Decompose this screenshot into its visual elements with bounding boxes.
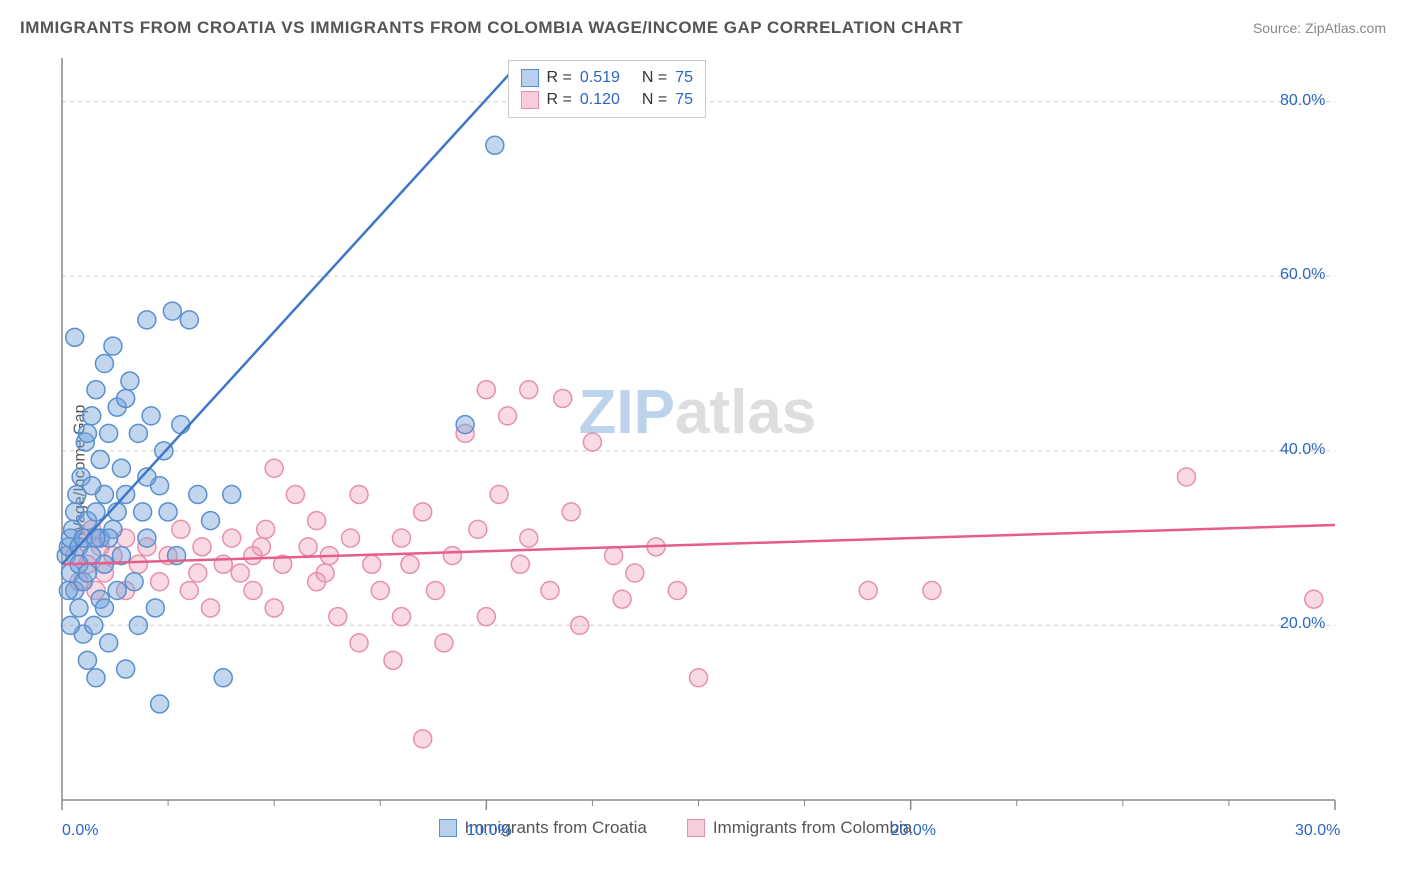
x-tick-label: 0.0% — [62, 822, 98, 840]
r-label: R = — [547, 69, 572, 87]
y-tick-label: 80.0% — [1280, 92, 1325, 110]
stats-row: R = 0.519 N = 75 — [521, 67, 693, 89]
scatter-plot — [50, 50, 1380, 850]
n-value: 75 — [675, 91, 693, 109]
legend-swatch — [521, 69, 539, 87]
y-tick-label: 40.0% — [1280, 441, 1325, 459]
legend-label: Immigrants from Colombia — [713, 818, 912, 838]
correlation-stats-box: R = 0.519 N = 75 R = 0.120 N = 75 — [508, 60, 706, 118]
chart-title: IMMIGRANTS FROM CROATIA VS IMMIGRANTS FR… — [20, 18, 963, 38]
n-label: N = — [642, 91, 667, 109]
y-tick-label: 20.0% — [1280, 615, 1325, 633]
legend-swatch — [521, 91, 539, 109]
x-tick-label: 20.0% — [891, 822, 936, 840]
x-tick-label: 10.0% — [466, 822, 511, 840]
legend-item: Immigrants from Colombia — [687, 818, 912, 838]
chart-container: Wage/Income Gap ZIPatlas R =0.519N =75R … — [0, 50, 1406, 892]
x-tick-label: 30.0% — [1295, 822, 1340, 840]
source-label: Source: ZipAtlas.com — [1253, 20, 1386, 36]
n-label: N = — [642, 69, 667, 87]
legend-swatch — [687, 819, 705, 837]
r-label: R = — [547, 91, 572, 109]
y-tick-label: 60.0% — [1280, 266, 1325, 284]
stats-row: R = 0.120 N = 75 — [521, 89, 693, 111]
chart-header: IMMIGRANTS FROM CROATIA VS IMMIGRANTS FR… — [20, 18, 1386, 38]
r-value: 0.120 — [580, 91, 624, 109]
legend-swatch — [439, 819, 457, 837]
r-value: 0.519 — [580, 69, 624, 87]
n-value: 75 — [675, 69, 693, 87]
